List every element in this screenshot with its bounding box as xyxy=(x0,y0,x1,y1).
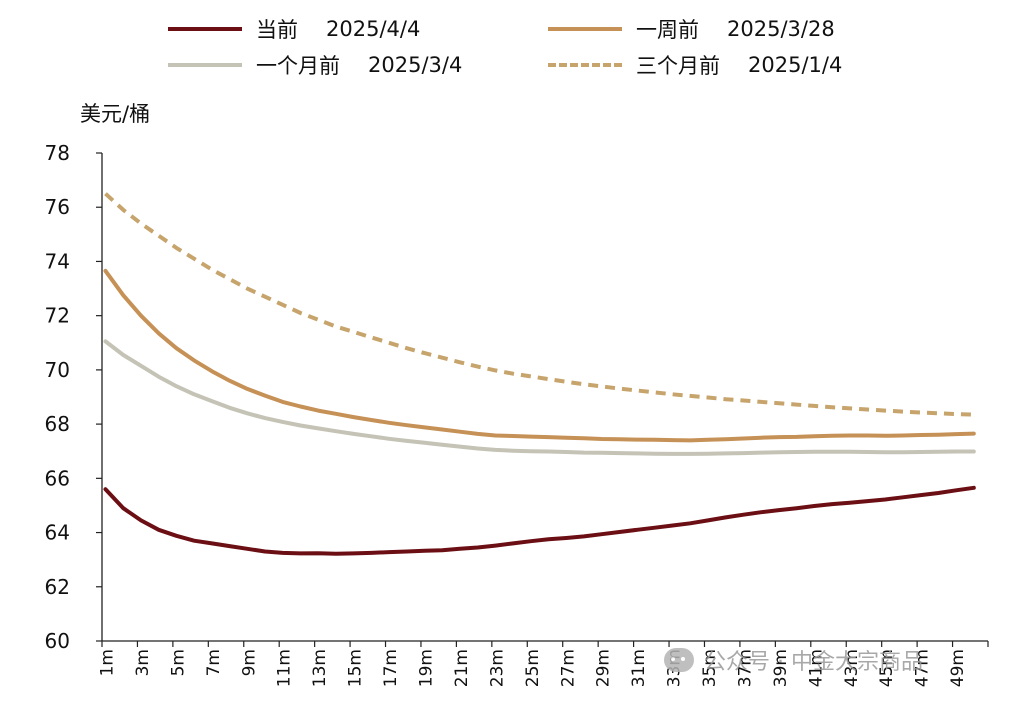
x-tick-label: 37m xyxy=(735,649,755,687)
legend-name-one-month: 一个月前 xyxy=(256,54,340,78)
legend-swatch-one-week xyxy=(548,27,622,31)
y-axis-unit-label: 美元/桶 xyxy=(80,102,151,126)
x-tick-label: 3m xyxy=(133,649,153,676)
legend-swatch-current xyxy=(168,27,242,31)
series-line-3 xyxy=(104,192,974,417)
legend-date-one-month: 2025/3/4 xyxy=(368,53,463,77)
y-tick-label: 70 xyxy=(45,358,70,382)
x-tick-label: 9m xyxy=(239,649,259,676)
x-tick-label: 27m xyxy=(558,649,578,687)
watermark-text: 公众号 · 中金大宗商品 xyxy=(704,650,923,675)
watermark: 公众号 · 中金大宗商品 xyxy=(664,644,923,676)
x-tick-label: 47m xyxy=(913,649,933,687)
chart-axes: 60 62 64 66 68 70 72 74 76 78 1m 3m 5m 7m 9m 11m 13m 15m 1… xyxy=(45,141,989,687)
chart-series xyxy=(103,192,976,556)
x-tick-label: 49m xyxy=(948,649,968,687)
x-tick-label: 25m xyxy=(523,649,543,687)
y-tick-label: 62 xyxy=(45,575,70,599)
legend-name-three-months: 三个月前 xyxy=(636,54,720,78)
legend-date-one-week: 2025/3/28 xyxy=(727,17,835,41)
x-tick-label: 43m xyxy=(842,649,862,687)
x-tick-label: 17m xyxy=(381,649,401,687)
y-tick-label: 74 xyxy=(45,249,70,273)
x-tick-label: 39m xyxy=(771,649,791,687)
wechat-icon xyxy=(664,648,694,672)
legend-item-three-months: 三个月前 2025/1/4 xyxy=(548,50,842,80)
series-line-1 xyxy=(103,268,976,443)
legend-date-three-months: 2025/1/4 xyxy=(748,53,843,77)
y-tick-label: 78 xyxy=(45,141,70,165)
y-tick-label: 76 xyxy=(45,195,70,219)
x-tick-label: 13m xyxy=(310,649,330,687)
x-tick-label: 21m xyxy=(452,649,472,687)
x-tick-label: 15m xyxy=(346,649,366,687)
legend-swatch-one-month xyxy=(168,63,242,67)
legend-name-one-week: 一周前 xyxy=(636,18,699,42)
y-tick-label: 66 xyxy=(45,466,70,490)
x-tick-label: 35m xyxy=(700,649,720,687)
legend-item-one-week: 一周前 2025/3/28 xyxy=(548,14,835,44)
x-tick-label: 45m xyxy=(877,649,897,687)
y-tick-label: 64 xyxy=(45,521,70,545)
x-tick-label: 29m xyxy=(594,649,614,687)
y-tick-label: 72 xyxy=(45,304,70,328)
legend-date-current: 2025/4/4 xyxy=(326,17,421,41)
legend-item-one-month: 一个月前 2025/3/4 xyxy=(168,50,462,80)
legend-name-current: 当前 xyxy=(256,18,298,42)
x-tick-label: 5m xyxy=(168,649,188,676)
y-tick-label: 68 xyxy=(45,412,70,436)
x-tick-label: 23m xyxy=(487,649,507,687)
x-tick-label: 11m xyxy=(275,649,295,687)
x-tick-label: 1m xyxy=(98,649,118,676)
x-tick-label: 19m xyxy=(417,649,437,687)
series-line-2 xyxy=(103,339,976,456)
series-line-0 xyxy=(103,485,976,556)
legend-item-current: 当前 2025/4/4 xyxy=(168,14,420,44)
legend-swatch-three-months xyxy=(548,63,622,67)
y-tick-label: 60 xyxy=(45,629,70,653)
x-tick-label: 41m xyxy=(806,649,826,687)
x-tick-label: 7m xyxy=(204,649,224,676)
x-tick-label: 31m xyxy=(629,649,649,687)
